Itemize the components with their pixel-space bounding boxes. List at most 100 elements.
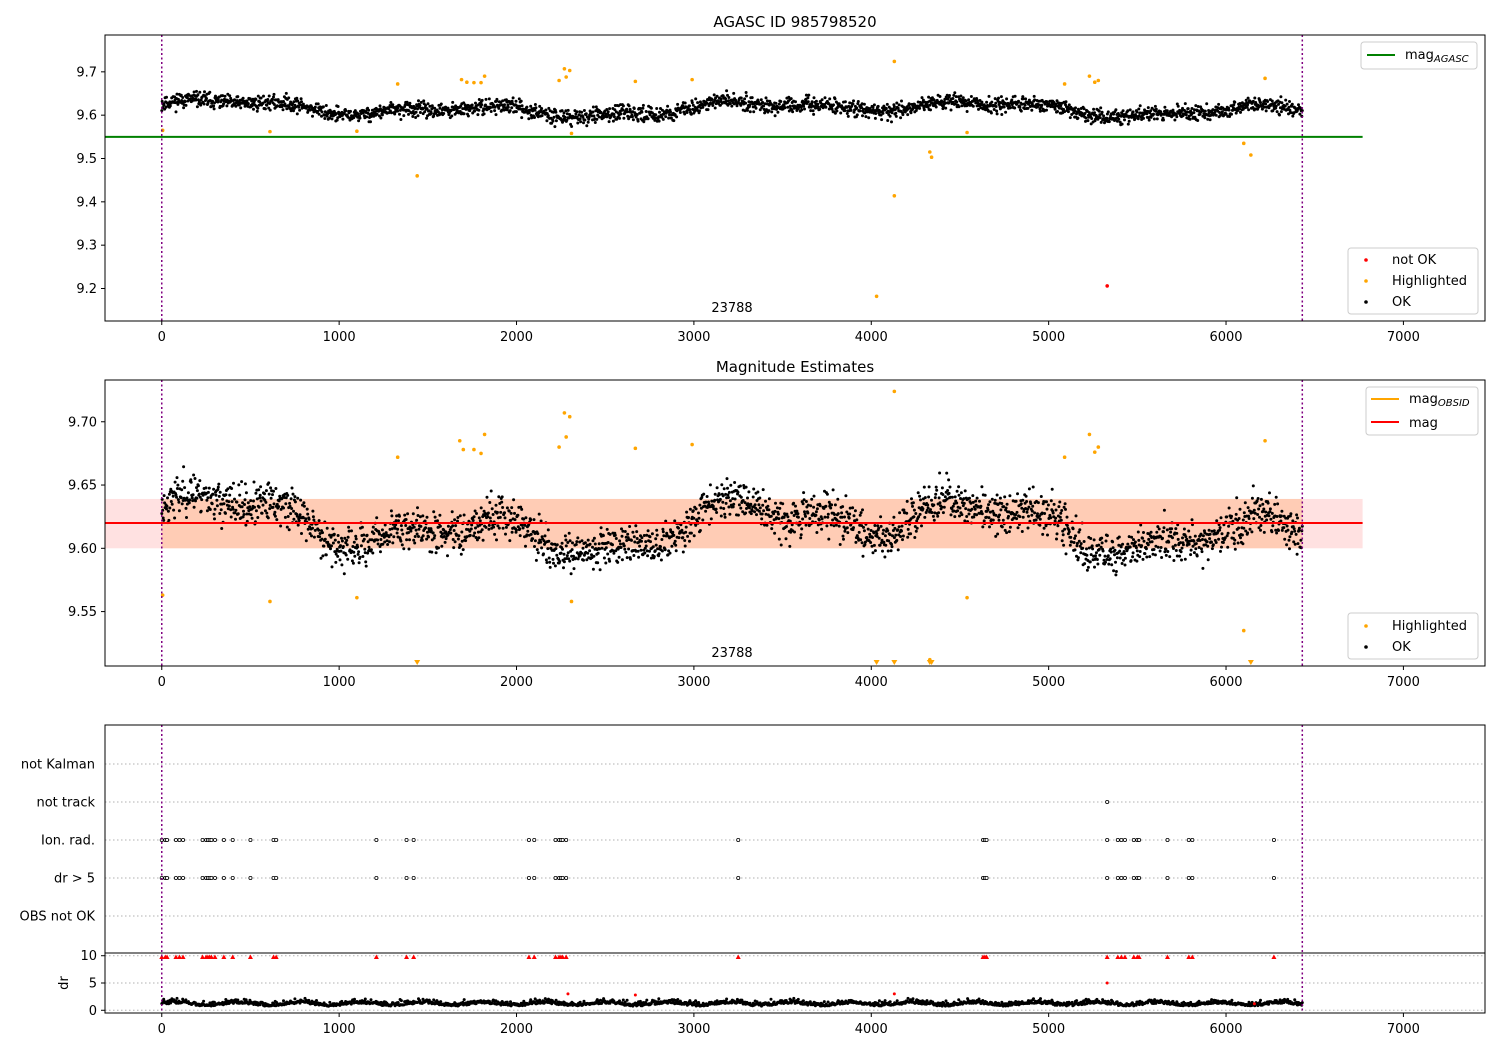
magnitude-ok-point <box>335 547 339 551</box>
agasc-ok-point <box>1117 117 1121 121</box>
magnitude-ok-point <box>555 543 559 547</box>
magnitude-ok-point <box>162 518 166 522</box>
magnitude-ok-point <box>1132 538 1135 542</box>
magnitude-ok-point <box>548 560 552 564</box>
magnitude-ok-point <box>786 515 790 519</box>
agasc-ok-point <box>259 96 263 100</box>
magnitude-ok-point <box>624 550 628 554</box>
magnitude-ok-point <box>187 501 191 505</box>
agasc-obsid-label: 23788 <box>711 301 752 316</box>
agasc-ok-point <box>582 109 586 112</box>
agasc-ok-point <box>296 99 300 103</box>
magnitude-ok-point <box>940 486 944 490</box>
magnitude-ok-point <box>1044 524 1048 528</box>
magnitude-ok-point <box>1089 553 1093 557</box>
magnitude-ok-point <box>1174 527 1178 531</box>
agasc-ok-point <box>160 99 164 103</box>
magnitude-ok-point <box>306 527 310 531</box>
magnitude-ok-point <box>673 539 677 543</box>
agasc-ok-point <box>344 109 348 113</box>
magnitude-ok-point <box>296 523 300 527</box>
magnitude-ok-point <box>1072 541 1076 544</box>
magnitude-ok-point <box>340 563 344 567</box>
agasc-ok-point <box>482 112 486 116</box>
agasc-ok-point <box>668 113 671 117</box>
magnitude-ok-point <box>694 507 698 511</box>
agasc-ok-point <box>787 95 791 99</box>
agasc-ok-point <box>174 110 178 114</box>
magnitude-ok-point <box>1279 514 1283 518</box>
agasc-xtick-label: 2000 <box>500 330 533 345</box>
magnitude-ok-point <box>290 486 294 490</box>
agasc-ok-point <box>1196 119 1200 122</box>
magnitude-ok-point <box>509 518 513 522</box>
magnitude-ok-point <box>244 491 248 495</box>
magnitude-ok-point <box>1288 535 1292 539</box>
magnitude-ok-point <box>1042 526 1046 530</box>
agasc-ytick-label: 9.2 <box>76 282 97 297</box>
agasc-ok-point <box>1082 107 1086 111</box>
magnitude-ok-point <box>871 536 874 539</box>
magnitude-ok-point <box>722 507 726 510</box>
magnitude-ok-point <box>525 533 529 537</box>
magnitude-ok-point <box>947 478 951 482</box>
agasc-ok-point <box>1218 111 1222 114</box>
magnitude-ok-point <box>1045 507 1049 511</box>
magnitude-ok-point <box>475 512 478 515</box>
magnitude-ok-point <box>244 523 248 527</box>
agasc-ok-point <box>1220 110 1224 114</box>
magnitude-ok-point <box>761 503 765 507</box>
magnitude-ok-point <box>243 482 247 486</box>
magnitude-ok-point <box>859 511 863 515</box>
magnitude-ok-point <box>323 537 327 541</box>
agasc-ok-point <box>1121 109 1125 113</box>
agasc-ok-point <box>438 106 442 110</box>
magnitude-ok-point <box>762 509 766 513</box>
agasc-ok-point <box>744 101 748 105</box>
magnitude-ok-point <box>1055 532 1059 536</box>
magnitude-ok-point <box>1292 527 1296 531</box>
magnitude-ok-point <box>1160 556 1164 559</box>
magnitude-ok-point <box>308 525 312 529</box>
agasc-ok-point <box>414 110 418 114</box>
magnitude-ok-point <box>945 471 949 475</box>
magnitude-ok-point <box>285 525 289 529</box>
agasc-ok-point <box>578 117 582 121</box>
magnitude-ok-point <box>963 489 967 493</box>
agasc-ok-point <box>765 108 768 112</box>
magnitude-ok-point <box>723 515 727 519</box>
magnitude-ok-point <box>879 515 883 519</box>
magnitude-ok-point <box>586 551 590 555</box>
agasc-ok-point <box>1181 106 1184 110</box>
magnitude-ok-point <box>929 508 932 512</box>
magnitude-ok-point <box>416 506 419 510</box>
agasc-ok-point <box>349 109 352 113</box>
magnitude-ok-point <box>182 465 186 469</box>
magnitude-ok-point <box>816 523 820 527</box>
magnitude-ok-point <box>421 534 425 538</box>
magnitude-ok-point <box>204 486 208 490</box>
magnitude-ok-point <box>1129 559 1133 563</box>
magnitude-ok-point <box>330 565 334 569</box>
magnitude-ok-point <box>921 507 925 511</box>
magnitude-ok-point <box>848 506 852 510</box>
magnitude-ok-point <box>1026 526 1030 530</box>
magnitude-ok-point <box>709 517 713 521</box>
magnitude-ok-point <box>399 524 403 528</box>
magnitude-ok-point <box>933 496 937 500</box>
agasc-ok-point <box>890 111 894 115</box>
magnitude-ok-point <box>1057 505 1061 509</box>
magnitude-ok-point <box>382 532 386 536</box>
magnitude-highlighted-point <box>1263 438 1267 443</box>
magnitude-ok-point <box>755 513 758 517</box>
magnitude-ok-point <box>876 524 880 528</box>
agasc-ok-point <box>747 100 751 104</box>
agasc-ok-point <box>964 99 968 103</box>
magnitude-ok-point <box>884 543 888 547</box>
magnitude-ok-point <box>1000 525 1004 529</box>
agasc-ok-point <box>804 93 808 97</box>
magnitude-ok-point <box>644 544 648 548</box>
agasc-highlighted-point <box>564 75 568 79</box>
agasc-ok-point <box>1056 110 1059 113</box>
magnitude-ok-point <box>179 496 183 500</box>
